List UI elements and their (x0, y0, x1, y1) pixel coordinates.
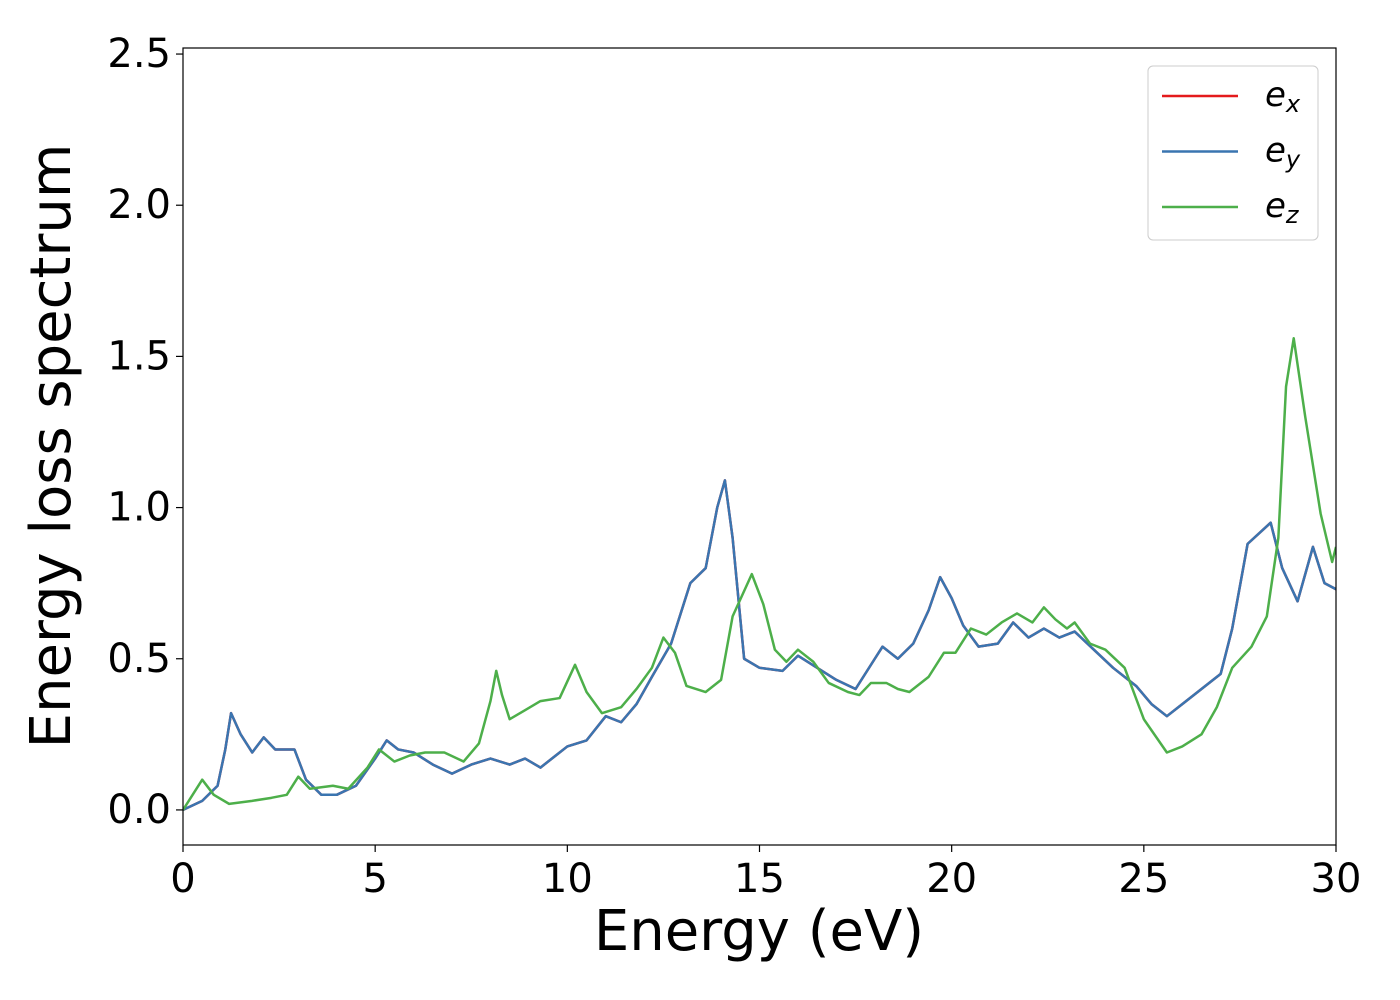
y-tick-label: 0.0 (107, 787, 171, 833)
y-tick-label: 0.5 (107, 636, 171, 682)
x-tick-label: 10 (542, 856, 593, 902)
plot-frame (182, 47, 1337, 846)
series-line (183, 479, 1336, 812)
x-tick-label: 30 (1311, 856, 1362, 902)
x-tick-label: 25 (1118, 856, 1169, 902)
x-tick-label: 5 (362, 856, 387, 902)
x-tick-label: 20 (926, 856, 977, 902)
legend-label: ex (1265, 75, 1301, 119)
y-tick-label: 1.0 (107, 485, 171, 531)
y-tick-label: 2.0 (107, 182, 171, 228)
legend-label: ez (1265, 186, 1300, 230)
series-line (183, 479, 1336, 812)
y-tick-label: 1.5 (107, 333, 171, 379)
y-axis-label: Energy loss spectrum (19, 144, 84, 749)
y-tick-label: 2.5 (107, 31, 171, 77)
legend-label: ey (1265, 130, 1301, 174)
legend-box (1147, 65, 1319, 241)
x-axis-label: Energy (eV) (594, 899, 924, 964)
x-tick-label: 0 (170, 856, 195, 902)
x-tick-label: 15 (734, 856, 785, 902)
series-line (183, 337, 1336, 811)
